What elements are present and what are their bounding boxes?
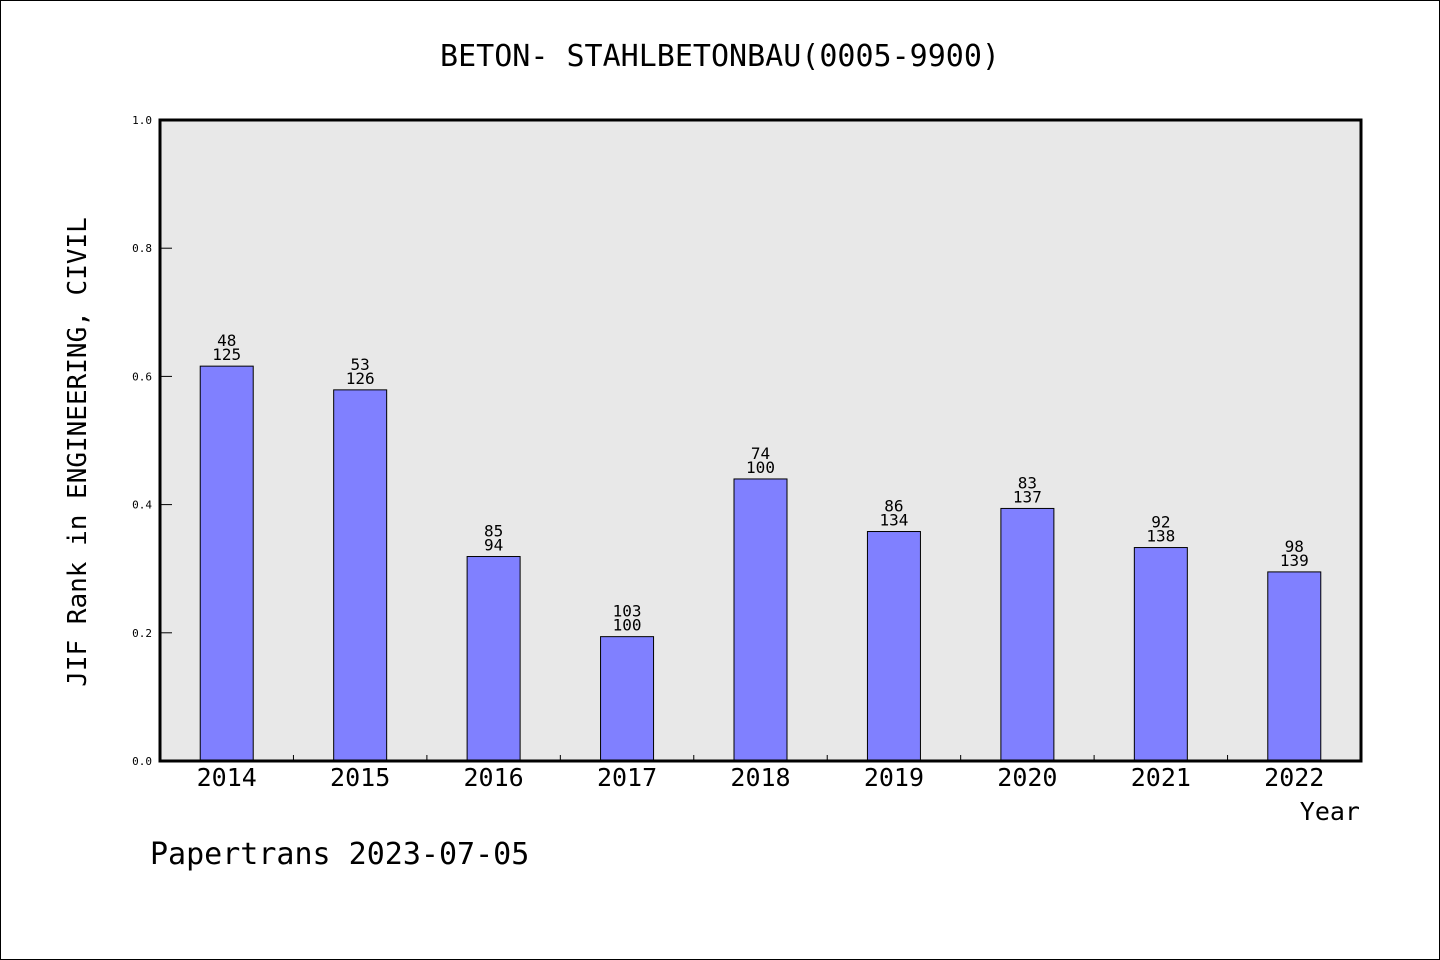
x-category-label: 2014 (197, 763, 257, 792)
x-category-label: 2015 (330, 763, 390, 792)
x-category-label: 2018 (730, 763, 790, 792)
bar-rank-label: 74 (751, 444, 770, 463)
x-category-label: 2019 (864, 763, 924, 792)
bar-rank-label: 103 (613, 602, 642, 621)
bar (866, 531, 921, 762)
x-category-label: 2020 (997, 763, 1057, 792)
bar-total-label: 100 (746, 458, 775, 477)
bar-total-label: 125 (212, 345, 241, 364)
bar (1267, 571, 1322, 762)
bar-total-label: 139 (1280, 551, 1309, 570)
bar (600, 636, 655, 762)
y-tick-label: 0.2 (132, 627, 152, 640)
x-category-label: 2017 (597, 763, 657, 792)
x-axis-title: Year (1300, 797, 1360, 826)
plot-border (158, 118, 1363, 763)
bar-total-label: 94 (484, 536, 503, 555)
bar-total-label: 137 (1013, 487, 1042, 506)
bar-rank-label: 92 (1151, 513, 1170, 532)
bar-rank-label: 85 (484, 522, 503, 541)
bar-rank-label: 83 (1018, 473, 1037, 492)
y-tick-label: 0.4 (132, 499, 152, 512)
bar-total-label: 100 (613, 616, 642, 635)
bar (333, 389, 388, 762)
bar-total-label: 126 (346, 369, 375, 388)
y-tick-label: 0.6 (132, 370, 152, 383)
x-category-label: 2022 (1264, 763, 1324, 792)
bar (733, 478, 788, 762)
bar (466, 556, 521, 762)
bar (1000, 507, 1055, 762)
bar-rank-label: 86 (884, 497, 903, 516)
bar (199, 365, 254, 762)
y-axis-title: JIF Rank in ENGINEERING, CIVIL (63, 217, 93, 687)
bar-total-label: 138 (1146, 527, 1175, 546)
x-category-label: 2016 (464, 763, 524, 792)
x-axis-categories: 2014 2015 2016 2017 2018 2019 2020 2021 2022 (197, 755, 1324, 792)
y-axis-ticks: 0.0 0.2 0.4 0.6 0.8 1.0 (132, 114, 172, 768)
x-category-label: 2021 (1131, 763, 1191, 792)
bar (1133, 547, 1188, 762)
y-tick-label: 0.0 (132, 755, 152, 768)
bars: 4812553126859410310074100861348313792138… (199, 331, 1322, 762)
y-tick-label: 0.8 (132, 242, 152, 255)
bar-rank-label: 53 (351, 355, 370, 374)
footer-credit: Papertrans 2023-07-05 (150, 837, 529, 872)
y-tick-label: 1.0 (132, 114, 152, 127)
bar-total-label: 134 (879, 511, 908, 530)
chart-title: BETON- STAHLBETONBAU(0005-9900) (440, 39, 1000, 74)
bar-rank-label: 48 (217, 331, 236, 350)
bar-rank-label: 98 (1285, 537, 1304, 556)
